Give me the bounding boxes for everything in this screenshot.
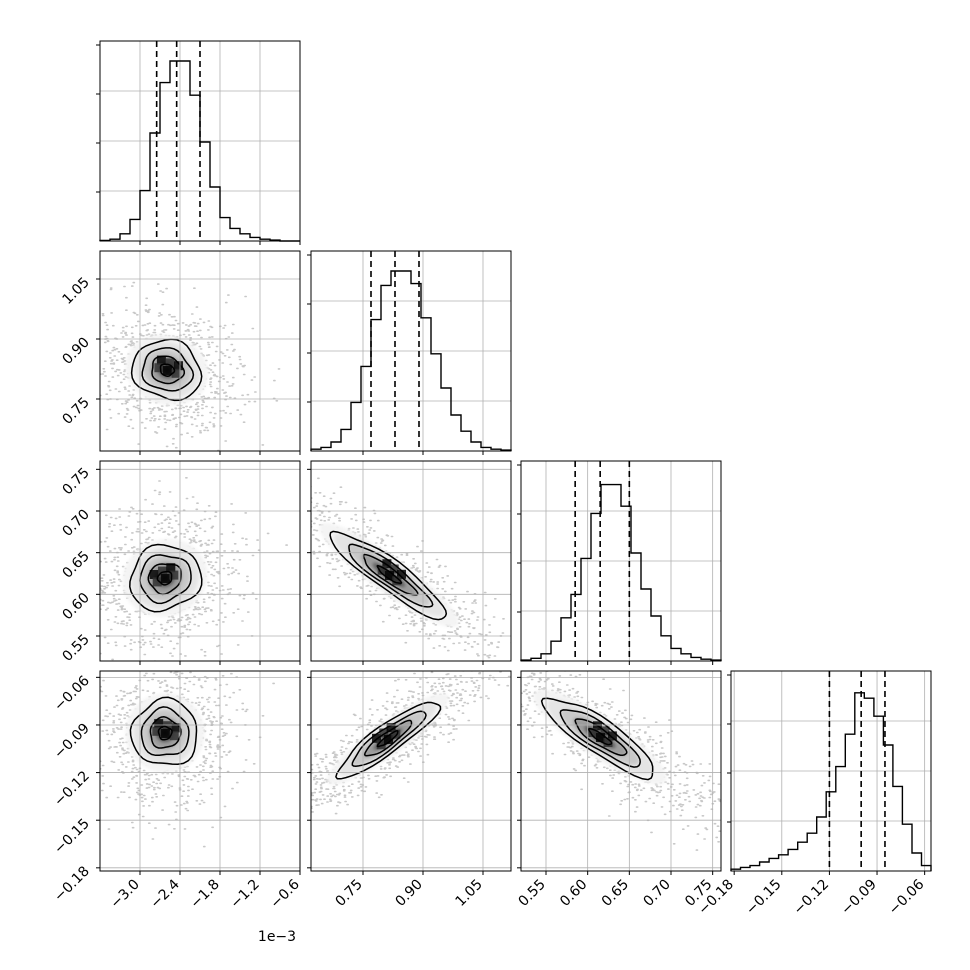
axes-frame (730, 670, 932, 872)
axes-frame (520, 670, 722, 872)
contour-line (159, 363, 176, 377)
axes-2-2 (517, 460, 722, 665)
y-tick-label: −0.15 (51, 816, 93, 858)
x-tick-label: −3.0 (107, 877, 142, 912)
axes-frame (99, 250, 301, 452)
panel-3-1 (311, 671, 511, 815)
x-tick-label: −0.15 (743, 877, 785, 919)
contour-line (157, 725, 173, 741)
panel-layer: 0.750.901.050.550.600.650.700.75−3.0 −2.4… (51, 40, 932, 919)
contour-line (129, 543, 203, 613)
axes-frame (310, 670, 512, 872)
contour-line (130, 338, 203, 402)
y-tick-label: 0.60 (59, 590, 92, 623)
x-tick-label: 0.55 (515, 877, 548, 910)
axes-3-2: 0.55 0.60 0.65 0.70 0.75 (515, 670, 722, 910)
contour-line (376, 564, 403, 585)
x-tick-label: −0.6 (267, 876, 302, 911)
contour-line (139, 554, 192, 605)
panel-3-0 (100, 671, 275, 848)
contour-line (351, 710, 427, 767)
contour-line (362, 553, 419, 596)
y-tick-label: 1.05 (59, 275, 92, 308)
contour-line (587, 727, 613, 746)
x-tick-label: −0.06 (886, 876, 928, 918)
contour-line (151, 355, 186, 385)
panel-1-0 (100, 281, 281, 451)
panel-2-0 (100, 477, 288, 661)
y-tick-label: 0.90 (59, 335, 92, 368)
x-tick-label: 0.75 (332, 877, 365, 910)
axes-frame (99, 670, 301, 872)
contour-line (156, 571, 173, 586)
contour-line (574, 718, 628, 757)
y-tick-label: 0.65 (59, 548, 92, 581)
axes-frame (99, 40, 301, 242)
contour-line (335, 701, 442, 780)
x-tick-label: 0.65 (599, 877, 632, 910)
contour-line (149, 716, 182, 749)
contour-line (540, 697, 654, 781)
axes-1-1 (307, 250, 512, 455)
x-tick-label: −1.2 (227, 877, 262, 912)
x-tick-label: 1.05 (452, 877, 485, 910)
panel-3-2 (521, 671, 721, 851)
y-tick-label: −0.06 (51, 673, 93, 715)
histogram-3 (730, 692, 932, 871)
x-tick-label: −0.09 (838, 877, 880, 919)
axes-2-1 (307, 460, 512, 665)
histogram-2 (520, 483, 722, 661)
y-tick-label: 0.55 (59, 632, 92, 665)
axes-0-0 (96, 40, 301, 245)
x-tick-label: −1.8 (187, 877, 222, 912)
y-tick-label: 0.70 (59, 507, 92, 540)
y-tick-label: −0.09 (51, 720, 93, 762)
contour-line (376, 730, 399, 748)
axes-3-3: −0.18 −0.15 −0.12 −0.09 −0.06 (695, 670, 932, 919)
x-tick-label: −2.4 (147, 876, 182, 911)
y-tick-label: 0.75 (59, 395, 92, 428)
y-tick-label: 0.75 (59, 465, 92, 498)
axes-1-0: 0.75 0.90 1.05 (59, 250, 301, 455)
x-tick-label: 0.60 (557, 877, 590, 910)
x-tick-label: −0.12 (791, 877, 833, 919)
panel-2-1 (311, 477, 511, 659)
contour-line (559, 709, 641, 768)
x-tick-label: 0.90 (392, 877, 425, 910)
axes-2-0: 0.55 0.60 0.65 0.70 0.75 (59, 460, 301, 665)
y-tick-label: −0.12 (51, 768, 93, 810)
x-tick-label: 0.70 (640, 877, 673, 910)
axes-frame (520, 460, 722, 662)
contour-line (141, 347, 195, 392)
histogram-1 (310, 270, 512, 451)
contour-line (348, 543, 434, 608)
axes-frame (99, 460, 301, 662)
x-offset-label: 1e−3 (258, 929, 296, 945)
contour-line (329, 530, 448, 621)
axes-frame (310, 460, 512, 662)
axes-frame (310, 250, 512, 452)
y-tick-label: −0.18 (51, 863, 93, 905)
contour-line (147, 563, 182, 596)
contour-line (363, 719, 413, 757)
